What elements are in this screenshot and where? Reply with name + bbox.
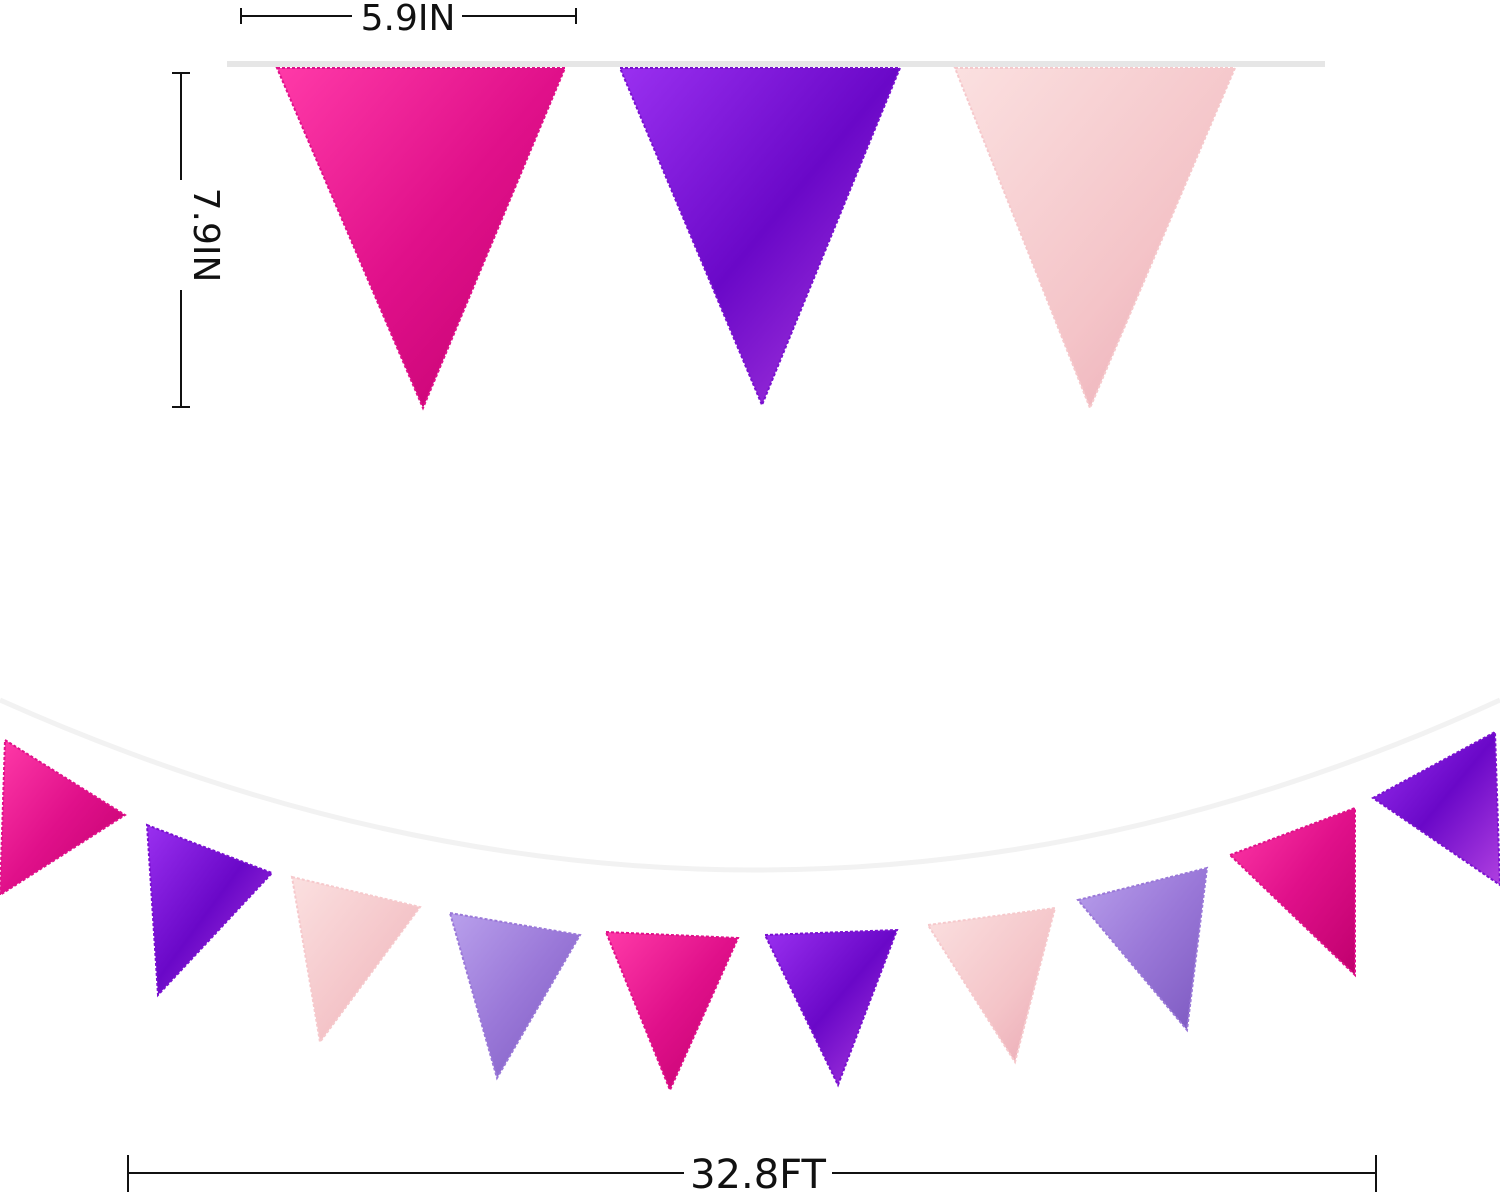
closeup-flag-light-pink [953, 67, 1237, 411]
closeup-flags [275, 67, 1237, 411]
banner-flag-light-pink [290, 875, 422, 1045]
banner-flag-hot-pink [1228, 806, 1356, 978]
banner-flag-light-pink [926, 906, 1057, 1065]
height-label: 7.9IN [185, 188, 226, 283]
width-label: 5.9IN [361, 0, 456, 39]
width-dimension: 5.9IN [240, 0, 577, 39]
length-dimension: 32.8FT [127, 1152, 1377, 1196]
banner-flag-purple [1371, 730, 1500, 887]
banner-flag-purple [763, 928, 899, 1088]
banner-flags [0, 730, 1500, 1093]
closeup-flag-hot-pink [275, 67, 567, 411]
banner-flag-lavender [1076, 866, 1209, 1033]
banner-string [0, 697, 1500, 873]
banner-flag-hot-pink [0, 738, 127, 897]
banner-flag-lavender [448, 911, 582, 1081]
banner-flag-purple [145, 823, 274, 998]
closeup-flag-purple [618, 67, 902, 408]
length-label: 32.8FT [690, 1152, 826, 1196]
height-dimension: 7.9IN [172, 72, 226, 408]
banner-flag-hot-pink [604, 930, 740, 1093]
